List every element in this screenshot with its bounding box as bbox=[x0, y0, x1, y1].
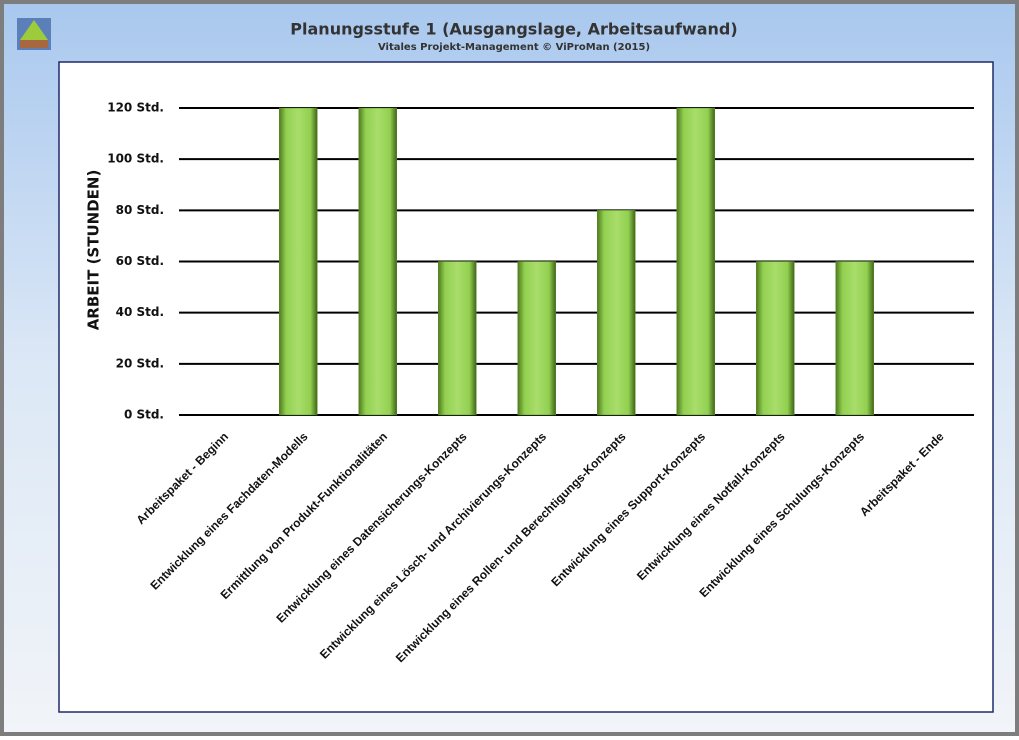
bar bbox=[597, 210, 636, 416]
y-tick-label: 20 Std. bbox=[116, 356, 164, 370]
y-tick-label: 60 Std. bbox=[116, 254, 164, 268]
bar bbox=[279, 107, 318, 416]
bar bbox=[756, 261, 795, 416]
y-tick-label: 100 Std. bbox=[107, 152, 164, 166]
bar bbox=[358, 107, 397, 416]
y-tick-label: 120 Std. bbox=[107, 101, 164, 115]
bar bbox=[835, 261, 874, 416]
chart-subtitle: Vitales Projekt-Management © ViProMan (2… bbox=[378, 42, 650, 53]
bar bbox=[517, 261, 556, 416]
chart-title: Planungsstufe 1 (Ausgangslage, Arbeitsau… bbox=[290, 20, 737, 39]
bar bbox=[438, 261, 477, 416]
y-tick-label: 0 Std. bbox=[124, 408, 164, 422]
logo bbox=[17, 18, 51, 50]
y-axis-title: ARBEIT (STUNDEN) bbox=[85, 170, 103, 331]
y-tick-label: 40 Std. bbox=[116, 305, 164, 319]
bar bbox=[676, 107, 715, 416]
y-tick-label: 80 Std. bbox=[116, 203, 164, 217]
